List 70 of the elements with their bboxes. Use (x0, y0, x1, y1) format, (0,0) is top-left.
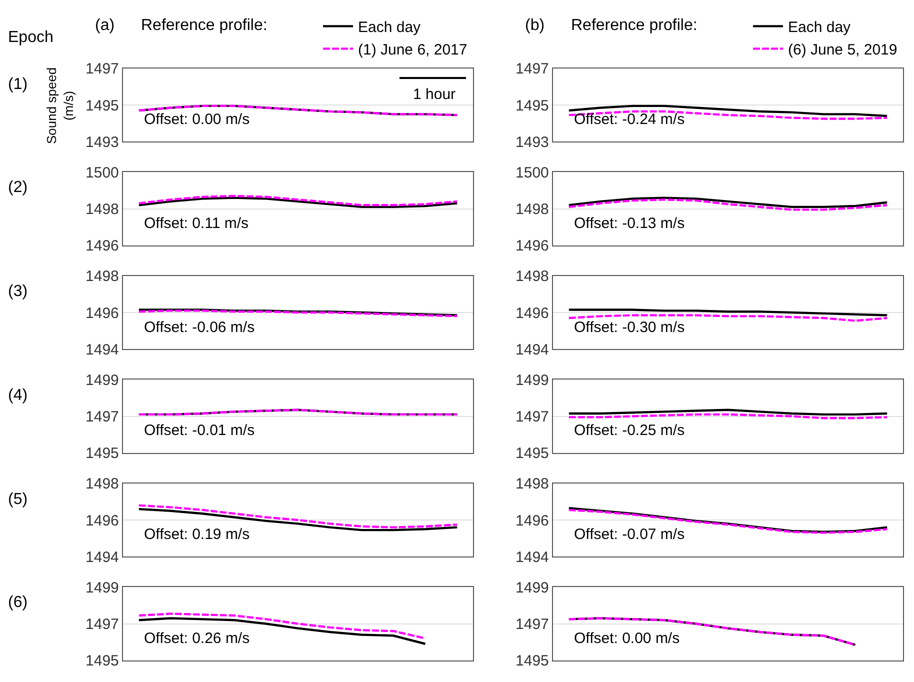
y-tick-label: 1496 (516, 238, 549, 255)
y-tick-label: 1497 (516, 408, 549, 426)
y-tick-label: 1498 (86, 201, 119, 218)
y-tick-label: 1499 (86, 372, 119, 389)
annotation: Offset: 0.26 m/s (144, 630, 250, 647)
legend-title: Reference profile: (141, 17, 268, 34)
annotation: Offset: -0.06 m/s (144, 319, 255, 336)
y-tick-label: 1495 (86, 445, 119, 462)
annotation: Offset: -0.13 m/s (574, 215, 685, 232)
y-tick-label: 1497 (516, 60, 549, 78)
y-tick-label: 1495 (86, 652, 119, 670)
annotation: Offset: 0.00 m/s (144, 111, 250, 128)
y-tick-label: 1498 (86, 268, 119, 286)
legend-label: (6) June 5, 2019 (788, 42, 898, 59)
annotation: Offset: 0.11 m/s (144, 215, 248, 232)
legend-title: Reference profile: (571, 17, 698, 34)
text: (2) (8, 179, 28, 196)
text: (4) (8, 387, 28, 404)
y-tick-label: 1496 (516, 512, 549, 530)
chart-subtitle: (a) (95, 17, 115, 34)
annotation: Offset: -0.30 m/s (574, 319, 685, 336)
y-tick-label: 1495 (516, 445, 549, 462)
y-tick-label: 1498 (516, 268, 549, 286)
y-tick-label: 1494 (516, 548, 549, 566)
y-tick-label: 1497 (516, 616, 549, 634)
y-tick-label: 1494 (516, 341, 549, 358)
legend-label: Each day (788, 19, 852, 36)
y-tick-label: 1493 (86, 134, 119, 151)
annotation: Offset: 0.19 m/s (144, 526, 250, 543)
y-tick-label: 1497 (86, 616, 119, 634)
text: (5) (8, 491, 28, 508)
y-tick-label: 1499 (516, 579, 549, 596)
annotation: Offset: -0.25 m/s (574, 422, 685, 439)
y-axis-title: Sound speed (m/s) (44, 67, 76, 144)
y-tick-label: 1493 (516, 134, 549, 151)
annotation: Offset: -0.24 m/s (574, 111, 685, 128)
line-series (138, 617, 426, 645)
y-tick-label: 1498 (86, 476, 119, 493)
y-tick-label: 1500 (516, 164, 549, 182)
y-tick-label: 1495 (86, 97, 119, 114)
y-tick-label: 1495 (516, 652, 549, 670)
y-tick-label: 1497 (86, 60, 119, 78)
y-tick-label: 1495 (516, 97, 549, 114)
line-series (568, 196, 888, 208)
y-tick-label: 1494 (86, 341, 119, 358)
text: (6) (8, 594, 28, 611)
y-tick-label: 1499 (86, 579, 119, 596)
y-tick-label: 1497 (86, 408, 119, 426)
y-tick-label: 1499 (516, 372, 549, 389)
text: (1) (8, 76, 28, 93)
text: (3) (8, 283, 28, 300)
text: Epoch (8, 29, 54, 46)
annotation: Offset: 0.00 m/s (574, 630, 680, 647)
line-series (568, 198, 888, 211)
chart-subtitle: (b) (525, 17, 545, 34)
legend-label: Each day (358, 19, 422, 36)
line-series (138, 504, 458, 528)
annotation: 1 hour (413, 86, 456, 103)
y-tick-label: 1498 (516, 201, 549, 218)
line-series (568, 617, 856, 646)
annotation: Offset: -0.01 m/s (144, 422, 255, 439)
y-tick-label: 1500 (86, 164, 119, 182)
y-tick-label: 1496 (86, 512, 119, 530)
y-tick-label: 1494 (86, 548, 119, 566)
y-tick-label: 1496 (86, 238, 119, 255)
annotation: Offset: -0.07 m/s (574, 526, 685, 543)
y-tick-label: 1496 (86, 304, 119, 322)
y-tick-label: 1498 (516, 476, 549, 493)
legend-label: (1) June 6, 2017 (358, 42, 468, 59)
y-tick-label: 1496 (516, 304, 549, 322)
